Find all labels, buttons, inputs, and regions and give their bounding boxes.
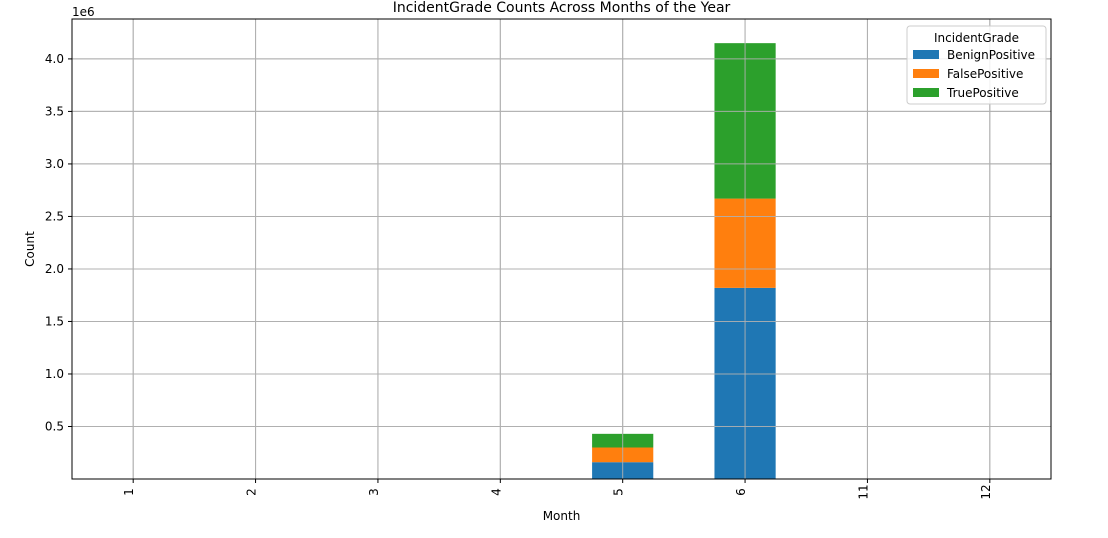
legend-box xyxy=(906,25,1047,105)
x-tick-label: 6 xyxy=(734,488,748,496)
y-tick-label: 3.0 xyxy=(45,157,64,171)
legend-label-truepositive: TruePositive xyxy=(946,86,1019,100)
y-tick-label: 0.5 xyxy=(45,419,64,433)
y-tick-label: 1.0 xyxy=(45,367,64,381)
plot-frame xyxy=(71,18,1052,480)
bars xyxy=(592,43,776,479)
chart-title: IncidentGrade Counts Across Months of th… xyxy=(393,0,731,16)
x-tick-label: 3 xyxy=(367,488,381,496)
legend: IncidentGrade BenignPositive FalsePositive… xyxy=(906,25,1047,105)
legend-label-falsepositive: FalsePositive xyxy=(947,67,1023,81)
y-axis-label: Count xyxy=(23,231,37,267)
x-tick-label: 12 xyxy=(979,484,993,499)
x-tick-label: 2 xyxy=(245,488,259,496)
legend-swatch-falsepositive xyxy=(913,69,939,78)
y-tick-label: 3.5 xyxy=(45,104,64,118)
legend-swatch-benignpositive xyxy=(913,50,939,59)
grid-overlay xyxy=(72,19,1051,479)
grid xyxy=(72,19,1051,479)
x-tick-label: 1 xyxy=(122,488,136,496)
y-tick-label: 2.0 xyxy=(45,262,64,276)
legend-title: IncidentGrade xyxy=(934,31,1019,45)
y-tick-label: 4.0 xyxy=(45,52,64,66)
x-tick-label: 5 xyxy=(612,488,626,496)
x-axis-label: Month xyxy=(543,509,581,523)
ticks: 0.51.01.52.02.53.03.54.01 2 3 4 5 6 11 12 xyxy=(45,52,993,500)
x-tick-label: 11 xyxy=(856,484,870,499)
x-tick-label: 4 xyxy=(489,488,503,496)
y-offset-label: 1e6 xyxy=(72,5,95,19)
y-tick-label: 2.5 xyxy=(45,209,64,223)
legend-swatch-truepositive xyxy=(913,88,939,97)
legend-label-benignpositive: BenignPositive xyxy=(947,48,1035,62)
y-tick-label: 1.5 xyxy=(45,314,64,328)
